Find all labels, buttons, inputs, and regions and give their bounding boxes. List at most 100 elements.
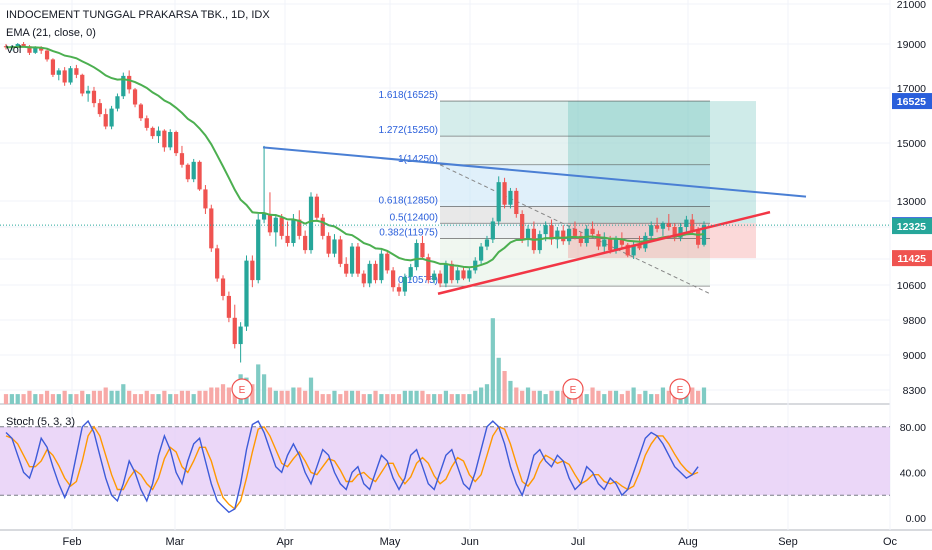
candle-body [443, 263, 449, 284]
candle-body [590, 228, 595, 235]
price-tick-label: 19000 [897, 39, 926, 51]
volume-bar [256, 364, 261, 404]
price-tick-label: 15000 [897, 138, 926, 150]
fib-label-1: 1.272(15250) [379, 125, 439, 136]
trend-lines[interactable] [0, 146, 890, 295]
stoch-tick-label: 40.00 [900, 467, 926, 479]
volume-bar [625, 390, 630, 404]
volume-bar [27, 390, 32, 404]
candle-body [326, 235, 331, 254]
time-tick-label: May [380, 536, 401, 548]
volume-bar [144, 390, 149, 404]
volume-bar [525, 387, 531, 404]
volume-bar [531, 390, 537, 404]
candle-body [168, 132, 173, 148]
volume-bar [50, 394, 56, 404]
volume-bar [150, 394, 155, 404]
volume-bar [643, 390, 648, 404]
volume-bar [666, 390, 671, 404]
volume-bar [361, 394, 366, 404]
candle-body [39, 47, 44, 51]
volume-bar [520, 390, 525, 404]
candle-body [467, 270, 472, 279]
fib-zone-2 [440, 164, 710, 207]
volume-bar [543, 394, 548, 404]
candle-body [80, 74, 85, 94]
candle-body [461, 270, 466, 279]
volume-bar [56, 394, 61, 404]
candle-body [256, 219, 261, 281]
candle-body [402, 276, 407, 292]
volume-bar [490, 318, 495, 404]
volume-bar [690, 387, 695, 404]
candle-body [86, 90, 91, 94]
candle-body [385, 253, 390, 271]
candle-body [244, 260, 249, 327]
volume-bar [631, 387, 636, 404]
volume-bar [220, 384, 226, 404]
fib-label-4: 0.5(12400) [390, 212, 438, 223]
candle-body [220, 278, 226, 296]
volume-bar [173, 394, 179, 404]
volume-bar [613, 390, 619, 404]
candle-body [420, 243, 425, 258]
candle-body [625, 244, 630, 256]
stoch-k-line [5, 419, 699, 514]
volume-bar [449, 394, 454, 404]
volume-bar [303, 390, 308, 404]
stoch-legend[interactable]: Stoch (5, 3, 3) [6, 416, 76, 428]
candle-body [566, 228, 572, 242]
volume-bar [15, 394, 20, 404]
volume-bar [408, 390, 413, 404]
candle-body [115, 96, 120, 109]
candle-body [666, 223, 671, 227]
candle-body [121, 75, 126, 97]
candle-body [162, 130, 167, 148]
candle-body [285, 235, 290, 243]
fib-label-6: 0(10575) [398, 275, 438, 286]
time-tick-label: Oc [883, 536, 898, 548]
volume-bar [103, 387, 108, 404]
candle-body [303, 235, 308, 251]
candle-body [496, 182, 501, 222]
candle-body [537, 234, 542, 251]
volume-bars [3, 318, 707, 404]
volume-bar [226, 387, 232, 404]
volume-bar [619, 394, 624, 404]
volume-legend[interactable]: Vol [6, 44, 22, 56]
candle-body [361, 273, 366, 284]
candles [3, 42, 707, 363]
volume-bar [332, 390, 337, 404]
ema-legend[interactable]: EMA (21, close, 0) [6, 27, 96, 39]
earnings-marker [231, 378, 253, 400]
volume-bar [414, 390, 419, 404]
candle-body [27, 46, 32, 53]
candle-body [297, 219, 302, 236]
volume-bar [596, 390, 601, 404]
volume-bar [132, 394, 138, 404]
candle-body [250, 260, 255, 281]
candle-body [684, 219, 689, 227]
candle-body [215, 248, 220, 279]
symbol-title[interactable]: INDOCEMENT TUNGGAL PRAKARSA TBK., 1D, ID… [6, 9, 270, 21]
candle-body [502, 182, 507, 205]
volume-bar [338, 394, 343, 404]
candle-body [596, 234, 601, 247]
candle-body [455, 270, 460, 281]
volume-bar [297, 387, 302, 404]
volume-bar [344, 390, 349, 404]
volume-bar [91, 390, 97, 404]
volume-bar [437, 394, 443, 404]
volume-bar [608, 390, 613, 404]
volume-bar [508, 380, 513, 404]
time-tick-label: Jun [461, 536, 479, 548]
stoch-tick-label: 0.00 [906, 513, 927, 525]
axes: 8300900098001060011400123001300015000170… [63, 0, 927, 548]
volume-bar [127, 390, 132, 404]
price-badges: 16525123501232511425 [892, 93, 932, 267]
candle-body [578, 235, 583, 243]
candle-body [672, 227, 677, 238]
candle-body [97, 103, 102, 115]
